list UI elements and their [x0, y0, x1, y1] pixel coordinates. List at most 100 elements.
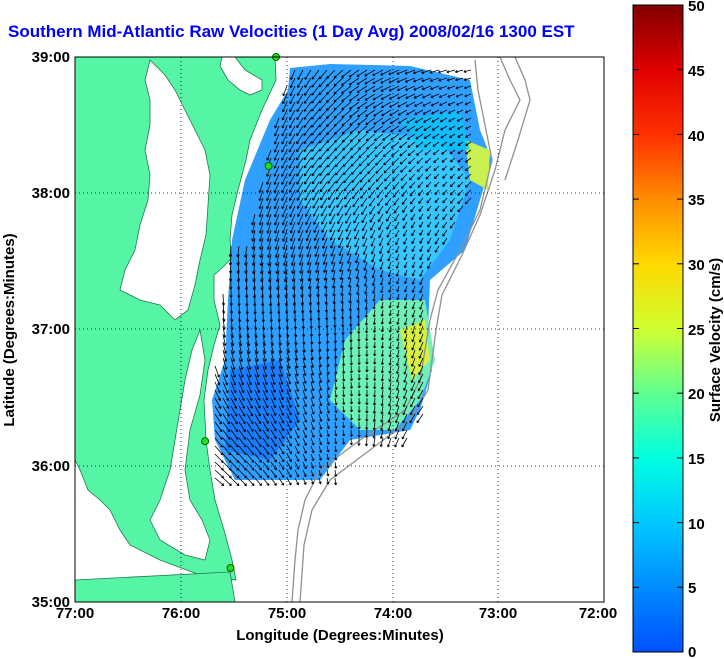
current-arrow [266, 205, 272, 218]
current-arrow [438, 93, 448, 98]
current-arrow [346, 245, 352, 256]
current-arrow [352, 189, 360, 200]
current-arrow [222, 397, 230, 409]
current-arrow [380, 333, 385, 341]
current-arrow [465, 133, 472, 138]
current-arrow [304, 85, 312, 96]
current-arrow [359, 173, 368, 183]
current-arrow [349, 133, 360, 143]
current-arrow [333, 85, 344, 95]
current-arrow [282, 85, 288, 97]
current-arrow [230, 453, 240, 463]
current-arrow [246, 421, 254, 432]
current-arrow [379, 429, 384, 439]
colorbar-tick-label: 40 [688, 128, 705, 145]
current-arrow [358, 157, 368, 167]
current-arrow [413, 93, 424, 99]
current-arrow [425, 165, 432, 172]
current-arrow [328, 189, 336, 201]
current-arrow [465, 117, 472, 122]
current-arrow [258, 213, 264, 226]
current-arrow [342, 389, 346, 398]
current-arrow [370, 245, 376, 255]
current-arrow [410, 381, 416, 392]
current-arrow [246, 341, 251, 355]
current-arrow [434, 237, 440, 245]
current-arrow [372, 309, 376, 318]
current-arrow [385, 205, 392, 214]
current-arrow [395, 253, 400, 261]
current-arrow [381, 117, 392, 125]
current-arrow [302, 373, 307, 384]
current-arrow [382, 149, 392, 158]
current-arrow [341, 349, 346, 359]
current-arrow [274, 221, 280, 234]
current-arrow [246, 469, 255, 479]
current-arrow [278, 357, 283, 370]
current-arrow [374, 141, 384, 150]
current-arrow [429, 69, 440, 74]
colorbar-label: Surface Velocity (cm/s) [707, 258, 724, 422]
current-arrow [375, 157, 384, 166]
current-arrow [230, 349, 236, 362]
current-arrow [294, 413, 300, 423]
current-arrow [262, 397, 269, 409]
current-arrow [416, 157, 424, 164]
current-arrow [365, 421, 369, 430]
current-arrow [371, 277, 376, 287]
current-arrow [403, 261, 408, 269]
current-arrow [383, 165, 392, 174]
current-arrow [377, 205, 384, 215]
current-arrow [278, 429, 285, 439]
current-arrow [403, 229, 408, 237]
current-arrow [431, 109, 440, 115]
current-arrow [399, 157, 408, 165]
current-arrow [267, 253, 272, 266]
current-arrow [348, 69, 360, 78]
colorbar-tick-label: 15 [688, 451, 705, 468]
current-arrow [363, 253, 368, 263]
current-arrow [394, 437, 400, 448]
current-arrow [270, 373, 276, 385]
current-arrow [380, 69, 392, 76]
current-arrow [427, 253, 432, 261]
current-arrow [296, 117, 304, 129]
current-arrow [417, 173, 424, 180]
current-arrow [363, 269, 368, 279]
current-arrow [334, 469, 338, 478]
current-arrow [457, 125, 464, 130]
current-arrow [303, 133, 312, 144]
current-arrow [449, 173, 456, 179]
current-arrow [238, 381, 245, 394]
current-arrow [357, 405, 361, 413]
current-arrow [380, 317, 384, 325]
current-arrow [278, 389, 284, 401]
current-arrow [421, 85, 432, 91]
current-arrow [273, 141, 280, 153]
current-arrow [349, 437, 353, 446]
current-arrow [400, 181, 408, 189]
current-arrow [281, 109, 288, 121]
current-arrow [278, 469, 285, 478]
current-arrow [368, 181, 376, 191]
current-arrow [401, 429, 408, 440]
current-arrow [387, 429, 392, 440]
current-arrow [296, 101, 304, 113]
current-arrow [329, 221, 336, 233]
current-arrow [273, 157, 280, 169]
current-arrow [341, 85, 352, 94]
current-arrow [270, 381, 276, 393]
current-arrow [449, 133, 456, 139]
current-arrow [294, 389, 300, 400]
current-arrow [286, 421, 292, 431]
current-arrow [382, 141, 392, 149]
current-arrow [348, 285, 352, 296]
current-arrow [336, 197, 344, 208]
current-arrow [377, 197, 384, 207]
current-arrow [281, 181, 288, 193]
current-arrow [399, 149, 408, 157]
current-arrow [357, 437, 361, 446]
current-arrow [393, 189, 400, 198]
current-arrow [304, 69, 312, 80]
current-arrow [326, 397, 330, 406]
